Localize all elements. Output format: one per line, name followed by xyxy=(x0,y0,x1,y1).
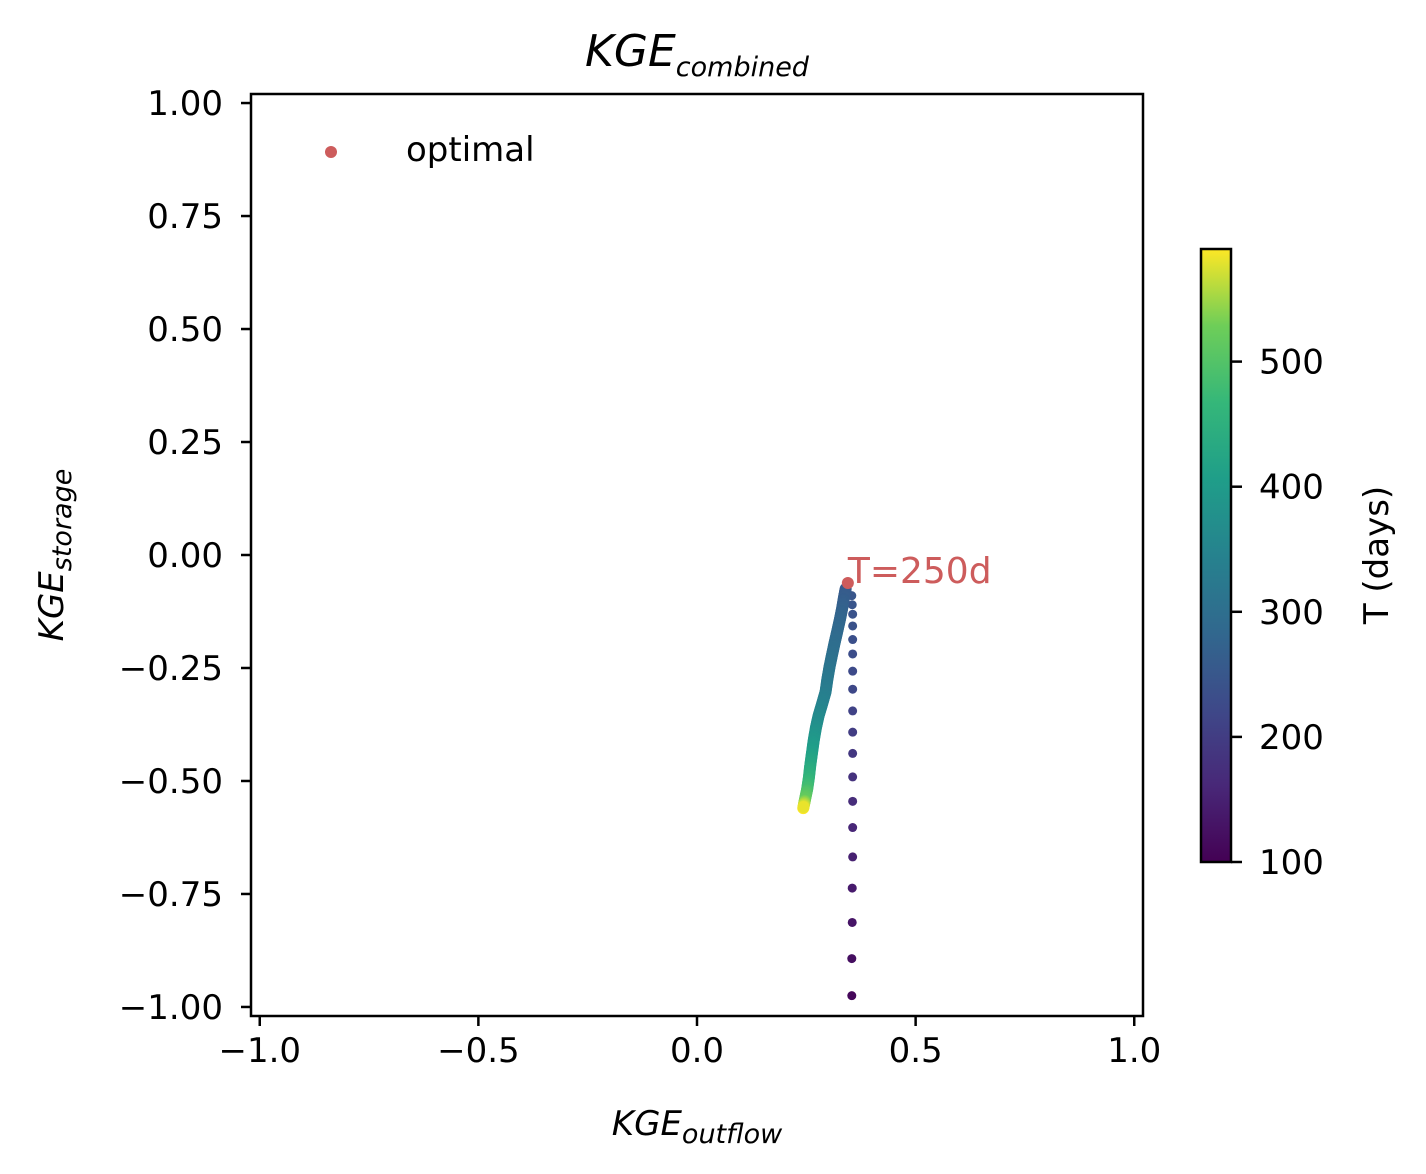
x-tick-label: 1.0 xyxy=(1107,1031,1161,1071)
y-tick-label: 0.75 xyxy=(147,197,223,237)
data-point xyxy=(848,609,858,619)
data-points xyxy=(797,582,858,1001)
data-point xyxy=(847,917,857,927)
data-point xyxy=(848,823,858,833)
y-tick-label: −0.50 xyxy=(119,762,223,802)
colorbar-tick-label: 500 xyxy=(1259,343,1324,383)
data-point xyxy=(848,684,858,694)
data-point xyxy=(847,991,857,1001)
y-tick-label: 0.00 xyxy=(147,536,223,576)
legend-label-optimal: optimal xyxy=(406,130,535,170)
colorbar xyxy=(1199,247,1233,864)
plot-area xyxy=(249,92,1145,1018)
y-axis-label: KGEstorage xyxy=(32,469,78,642)
x-tick-label: 0.0 xyxy=(670,1031,724,1071)
y-axis: 1.00 0.75 0.50 0.25 0.00 −0.25 −0.50 −0.75 −1.00 xyxy=(119,84,251,1028)
x-tick-label: 0.5 xyxy=(889,1031,943,1071)
colorbar-tick-label: 400 xyxy=(1259,468,1324,508)
colorbar-ticks: 100 200 300 400 500 xyxy=(1231,343,1324,883)
colorbar-label: T (days) xyxy=(1357,486,1397,625)
x-tick-label: −0.5 xyxy=(437,1031,520,1071)
data-point xyxy=(848,852,858,862)
y-tick-label: −0.75 xyxy=(119,875,223,915)
x-axis-label: KGEoutflow xyxy=(612,1104,783,1150)
x-tick-label: −1.0 xyxy=(218,1031,301,1071)
colorbar-tick-label: 300 xyxy=(1259,593,1324,633)
data-point xyxy=(848,649,858,659)
data-point xyxy=(847,954,857,964)
colorbar-tick-label: 100 xyxy=(1259,843,1324,883)
data-point xyxy=(847,883,857,893)
data-point xyxy=(848,621,858,631)
data-point xyxy=(848,706,858,716)
data-point xyxy=(797,801,810,814)
legend-marker-optimal xyxy=(325,146,337,158)
data-point xyxy=(848,796,858,806)
y-tick-label: 0.25 xyxy=(147,423,223,463)
optimal-annotation: T=250d xyxy=(847,551,992,592)
y-tick-label: 1.00 xyxy=(147,84,223,124)
data-point xyxy=(848,666,858,676)
y-tick-label: −0.25 xyxy=(119,649,223,689)
data-point xyxy=(848,727,858,737)
x-axis: −1.0 −0.5 0.0 0.5 1.0 xyxy=(218,1016,1161,1071)
data-point xyxy=(848,635,858,645)
chart-title: KGEcombined xyxy=(585,26,810,83)
y-tick-label: 0.50 xyxy=(147,310,223,350)
optimal-point xyxy=(841,577,854,590)
y-tick-label: −1.00 xyxy=(119,988,223,1028)
data-point xyxy=(848,772,858,782)
data-point xyxy=(847,600,857,610)
legend: optimal xyxy=(325,130,535,170)
colorbar-tick-label: 200 xyxy=(1259,718,1324,758)
data-point xyxy=(848,748,858,758)
